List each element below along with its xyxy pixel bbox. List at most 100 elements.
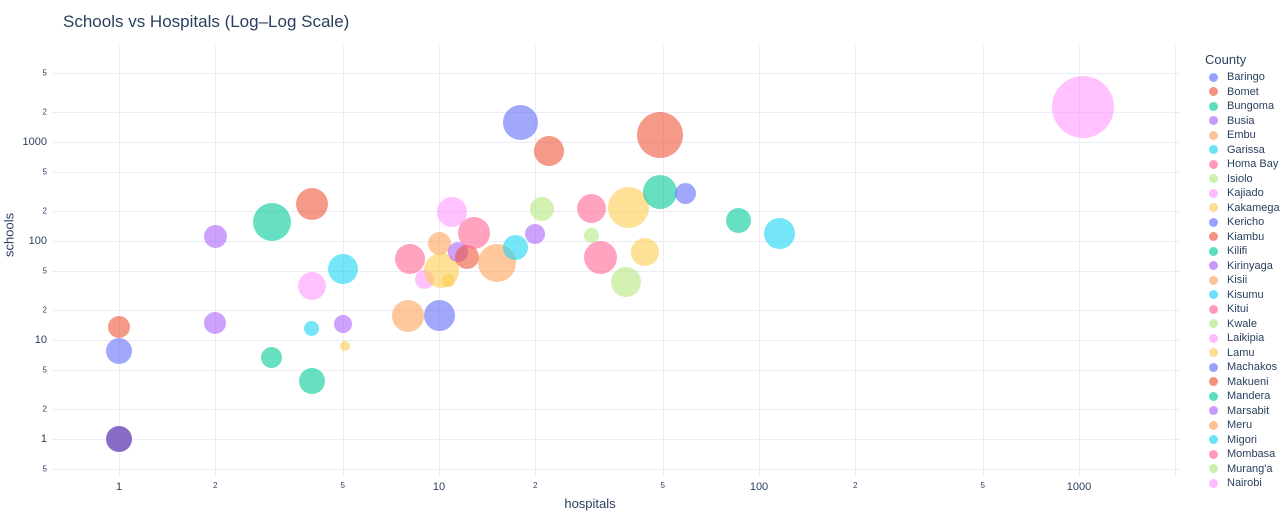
legend-item-bungoma[interactable]: Bungoma (1205, 99, 1280, 114)
legend-item-makueni[interactable]: Makueni (1205, 375, 1280, 390)
legend-label: Embu (1227, 129, 1256, 142)
bubble[interactable] (525, 223, 546, 244)
legend-label: Meru (1227, 419, 1253, 432)
bubble[interactable] (261, 346, 283, 368)
legend-label: Kisii (1227, 274, 1248, 287)
legend-swatch (1209, 406, 1218, 416)
legend-swatch (1209, 319, 1218, 329)
bubble[interactable] (298, 367, 325, 394)
legend-label: Kwale (1227, 317, 1257, 330)
bubble[interactable] (295, 188, 328, 221)
bubble[interactable] (304, 321, 320, 337)
bubble[interactable] (106, 426, 132, 452)
legend-item-isiolo[interactable]: Isiolo (1205, 172, 1280, 187)
bubble[interactable] (1052, 75, 1115, 138)
bubble[interactable] (454, 245, 479, 269)
bubble[interactable] (108, 316, 130, 339)
y-tick-label: 5 (42, 464, 47, 474)
legend-item-kakamega[interactable]: Kakamega (1205, 201, 1280, 216)
legend-item-kisumu[interactable]: Kisumu (1205, 288, 1280, 303)
legend-item-murang-a[interactable]: Murang'a (1205, 462, 1280, 477)
bubble[interactable] (502, 234, 528, 260)
legend-items: Baringo Bomet Bungoma Busia Embu Garissa Homa … (1205, 70, 1280, 491)
legend-item-embu[interactable]: Embu (1205, 128, 1280, 143)
legend-item-baringo[interactable]: Baringo (1205, 70, 1280, 85)
gridline (52, 310, 1180, 312)
legend-item-busia[interactable]: Busia (1205, 114, 1280, 129)
legend-label: Lamu (1227, 346, 1255, 359)
bubble[interactable] (392, 299, 424, 332)
bubble[interactable] (607, 186, 649, 228)
bubble[interactable] (297, 272, 326, 301)
bubble[interactable] (611, 267, 642, 297)
legend-item-kirinyaga[interactable]: Kirinyaga (1205, 259, 1280, 274)
legend-swatch (1209, 87, 1218, 97)
legend-item-kisii[interactable]: Kisii (1205, 273, 1280, 288)
gridline (52, 340, 1180, 341)
bubble[interactable] (642, 175, 677, 210)
legend-label: Bungoma (1227, 100, 1275, 113)
legend-swatch (1209, 116, 1218, 126)
gridline (52, 439, 1180, 440)
legend-item-homa-bay[interactable]: Homa Bay (1205, 157, 1280, 172)
bubble[interactable] (764, 218, 796, 250)
gridline (52, 369, 1180, 371)
gridline (52, 142, 1180, 143)
legend-item-marsabit[interactable]: Marsabit (1205, 404, 1280, 419)
gridline (215, 46, 217, 477)
legend-item-kericho[interactable]: Kericho (1205, 215, 1280, 230)
legend-swatch (1209, 174, 1218, 184)
legend-item-lamu[interactable]: Lamu (1205, 346, 1280, 361)
bubble[interactable] (423, 300, 455, 332)
legend-item-machakos[interactable]: Machakos (1205, 360, 1280, 375)
legend-item-laikipia[interactable]: Laikipia (1205, 331, 1280, 346)
legend-item-mandera[interactable]: Mandera (1205, 389, 1280, 404)
legend-item-kilifi[interactable]: Kilifi (1205, 244, 1280, 259)
x-tick-label: 10 (432, 481, 446, 493)
bubble[interactable] (675, 182, 697, 204)
legend-swatch (1209, 391, 1218, 401)
bubble[interactable] (530, 197, 555, 222)
legend-item-kitui[interactable]: Kitui (1205, 302, 1280, 317)
gridline (759, 46, 760, 477)
legend-item-kiambu[interactable]: Kiambu (1205, 230, 1280, 245)
bubble[interactable] (427, 231, 451, 255)
bubble[interactable] (636, 111, 683, 158)
bubble[interactable] (725, 207, 751, 233)
legend: County Baringo Bomet Bungoma Busia Embu Garis… (1205, 52, 1280, 491)
bubble[interactable] (630, 237, 659, 266)
bubble[interactable] (394, 243, 425, 274)
y-tick-label: 2 (42, 404, 47, 414)
bubble[interactable] (577, 193, 607, 223)
legend-item-meru[interactable]: Meru (1205, 418, 1280, 433)
gridline (52, 409, 1180, 411)
legend-item-garissa[interactable]: Garissa (1205, 143, 1280, 158)
legend-swatch (1209, 275, 1218, 285)
bubble[interactable] (327, 254, 358, 285)
legend-label: Kilifi (1227, 245, 1248, 258)
legend-swatch (1209, 478, 1218, 488)
legend-item-kajiado[interactable]: Kajiado (1205, 186, 1280, 201)
x-axis-title: hospitals (564, 496, 616, 511)
bubble[interactable] (441, 273, 455, 287)
bubble[interactable] (252, 203, 291, 242)
bubble[interactable] (203, 225, 227, 249)
legend-item-nairobi[interactable]: Nairobi (1205, 476, 1280, 491)
bubble[interactable] (340, 341, 351, 351)
legend-item-kwale[interactable]: Kwale (1205, 317, 1280, 332)
gridline (119, 46, 120, 477)
bubble[interactable] (204, 311, 227, 334)
legend-label: Marsabit (1227, 404, 1270, 417)
legend-label: Kirinyaga (1227, 259, 1273, 272)
x-tick-label: 2 (533, 481, 538, 490)
legend-item-bomet[interactable]: Bomet (1205, 85, 1280, 100)
legend-item-mombasa[interactable]: Mombasa (1205, 447, 1280, 462)
bubble[interactable] (503, 104, 539, 140)
bubble[interactable] (584, 240, 618, 274)
bubble[interactable] (106, 338, 132, 365)
bubble[interactable] (458, 217, 491, 250)
bubble[interactable] (584, 227, 600, 243)
bubble[interactable] (333, 315, 352, 333)
bubble[interactable] (533, 136, 564, 167)
legend-item-migori[interactable]: Migori (1205, 433, 1280, 448)
